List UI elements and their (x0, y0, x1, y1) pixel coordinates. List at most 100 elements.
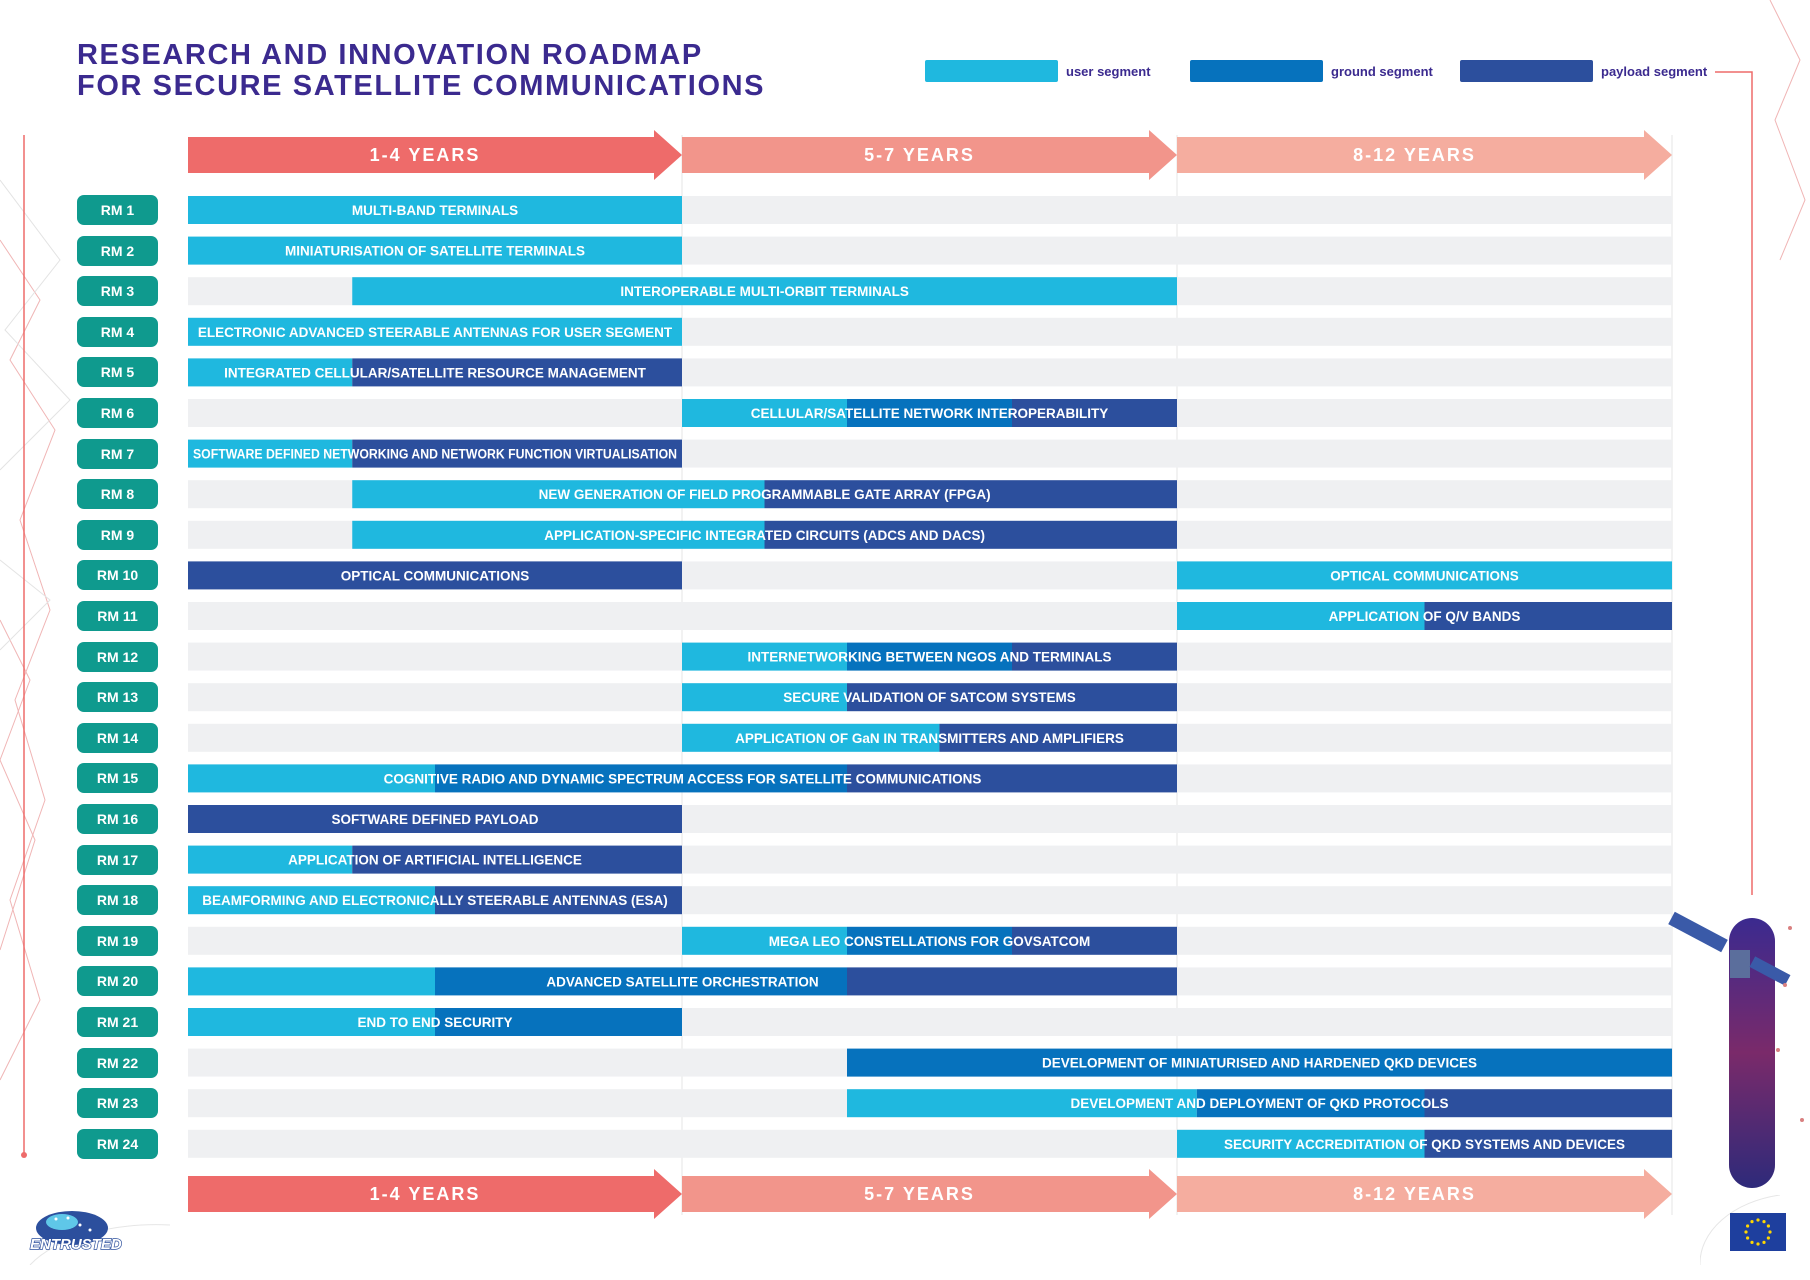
roadmap-bar: MULTI-BAND TERMINALS (188, 196, 682, 224)
bar-segment-user (188, 358, 353, 387)
bar-segment-user (682, 723, 940, 752)
row-id-label: RM 2 (77, 235, 158, 266)
row-id-label: RM 9 (77, 519, 158, 550)
bar-segment-ground (435, 764, 847, 793)
bar-label: APPLICATION-SPECIFIC INTEGRATED CIRCUITS… (544, 528, 985, 543)
row-id-label: RM 14 (77, 722, 158, 753)
bar-segment-payload (939, 723, 1177, 752)
bar-label: BEAMFORMING AND ELECTRONICALLY STEERABLE… (202, 893, 668, 908)
bar-segment-ground (435, 967, 847, 996)
eu-star (1756, 1218, 1760, 1222)
bar-segment-ground (847, 1048, 1672, 1077)
bar-segment-user (188, 439, 353, 468)
bar-label: MINIATURISATION OF SATELLITE TERMINALS (285, 244, 585, 259)
bar-label: SOFTWARE DEFINED PAYLOAD (331, 812, 538, 827)
bar-segment-ground (1196, 1089, 1425, 1118)
period-header-label: 1-4 YEARS (370, 145, 481, 165)
row-id-label: RM 21 (77, 1007, 158, 1037)
roadmap-bar: ADVANCED SATELLITE ORCHESTRATION (188, 967, 1177, 996)
title-line-2: FOR SECURE SATELLITE COMMUNICATIONS (77, 70, 766, 102)
period-arrow (188, 130, 682, 180)
bar-label: END TO END SECURITY (357, 1015, 512, 1030)
period-arrow (1177, 130, 1672, 180)
bar-label: CELLULAR/SATELLITE NETWORK INTEROPERABIL… (751, 406, 1109, 421)
bar-label: ELECTRONIC ADVANCED STEERABLE ANTENNAS F… (198, 325, 673, 340)
bar-segment-user (682, 399, 847, 427)
bar-label: MULTI-BAND TERMINALS (352, 203, 518, 218)
bar-segment-user (188, 196, 682, 224)
roadmap-bar: INTEROPERABLE MULTI-ORBIT TERMINALS (352, 277, 1177, 306)
roadmap-bar: NEW GENERATION OF FIELD PROGRAMMABLE GAT… (352, 480, 1177, 509)
bar-segment-payload (188, 561, 682, 590)
bar-segment-payload (1012, 399, 1177, 427)
bar-segment-payload (1424, 1129, 1672, 1158)
legend-label-ground: ground segment (1331, 63, 1433, 79)
bar-segment-ground (847, 642, 1012, 671)
bar-segment-user (188, 764, 435, 793)
bar-label: SOFTWARE DEFINED NETWORKING AND NETWORK … (193, 447, 677, 462)
roadmap-bar: MEGA LEO CONSTELLATIONS FOR GOVSATCOM (682, 926, 1177, 955)
row-id-label: RM 5 (77, 357, 158, 388)
eu-star (1744, 1230, 1748, 1234)
eu-logo (1699, 1194, 1810, 1266)
roadmap-bar: MINIATURISATION OF SATELLITE TERMINALS (188, 236, 682, 265)
eu-star (1746, 1224, 1750, 1228)
roadmap-bar: SOFTWARE DEFINED PAYLOAD (188, 805, 682, 833)
period-footer-label: 5-7 YEARS (864, 1184, 975, 1204)
roadmap-bar: INTERNETWORKING BETWEEN NGOS AND TERMINA… (682, 642, 1177, 671)
bar-segment-payload (764, 480, 1177, 509)
period-header-label: 8-12 YEARS (1353, 145, 1476, 165)
bar-segment-ground (847, 399, 1012, 427)
bar-label: APPLICATION OF Q/V BANDS (1329, 609, 1521, 624)
bar-segment-user (847, 1089, 1197, 1118)
bar-segment-ground (435, 1008, 682, 1036)
roadmap-bar: APPLICATION OF Q/V BANDS (1177, 602, 1672, 630)
roadmap-bar: ELECTRONIC ADVANCED STEERABLE ANTENNAS F… (188, 317, 682, 346)
row-id-label: RM 10 (77, 560, 158, 591)
bar-segment-payload (1012, 926, 1177, 955)
eu-star (1746, 1236, 1750, 1240)
period-arrow (1177, 1169, 1672, 1219)
row-id-label: RM 1 (77, 195, 158, 225)
roadmap-bar: COGNITIVE RADIO AND DYNAMIC SPECTRUM ACC… (188, 764, 1177, 793)
bar-segment-user (1177, 561, 1672, 590)
bar-segment-payload (1424, 1089, 1672, 1118)
row-id-label: RM 7 (77, 438, 158, 469)
row-id-label: RM 19 (77, 925, 158, 956)
row-id-label: RM 8 (77, 479, 158, 510)
bar-segment-user (188, 1008, 435, 1036)
bar-label: OPTICAL COMMUNICATIONS (1330, 568, 1519, 583)
bar-segment-payload (352, 358, 682, 387)
bar-label: INTERNETWORKING BETWEEN NGOS AND TERMINA… (748, 650, 1112, 665)
period-arrow (188, 1169, 682, 1219)
eu-star (1766, 1224, 1770, 1228)
eu-star (1756, 1242, 1760, 1246)
row-id-label: RM 17 (77, 844, 158, 875)
legend-swatch-user (925, 60, 1058, 82)
bar-label: ADVANCED SATELLITE ORCHESTRATION (546, 974, 818, 989)
roadmap-bar: SOFTWARE DEFINED NETWORKING AND NETWORK … (188, 439, 682, 468)
bar-label: MEGA LEO CONSTELLATIONS FOR GOVSATCOM (769, 934, 1091, 949)
bar-segment-payload (1012, 642, 1177, 671)
bar-label: INTEROPERABLE MULTI-ORBIT TERMINALS (620, 284, 908, 299)
roadmap-bar: SECURE VALIDATION OF SATCOM SYSTEMS (682, 683, 1177, 712)
period-footer-label: 8-12 YEARS (1353, 1184, 1476, 1204)
bar-segment-user (682, 683, 847, 712)
bar-label: APPLICATION OF GaN IN TRANSMITTERS AND A… (735, 731, 1124, 746)
bar-segment-payload (188, 805, 682, 833)
row-id-label: RM 16 (77, 804, 158, 834)
bar-segment-user (352, 480, 765, 509)
row-id-label: RM 15 (77, 763, 158, 794)
bar-segment-payload (435, 886, 682, 915)
bar-label: NEW GENERATION OF FIELD PROGRAMMABLE GAT… (539, 487, 991, 502)
roadmap-bar: OPTICAL COMMUNICATIONS (1177, 561, 1672, 590)
bar-segment-user (188, 845, 353, 874)
row-id-label: RM 6 (77, 398, 158, 428)
row-id-label: RM 13 (77, 682, 158, 713)
bar-segment-user (1177, 602, 1425, 630)
bar-segment-user (188, 236, 682, 265)
bar-segment-user (1177, 1129, 1425, 1158)
roadmap-bar: CELLULAR/SATELLITE NETWORK INTEROPERABIL… (682, 399, 1177, 427)
